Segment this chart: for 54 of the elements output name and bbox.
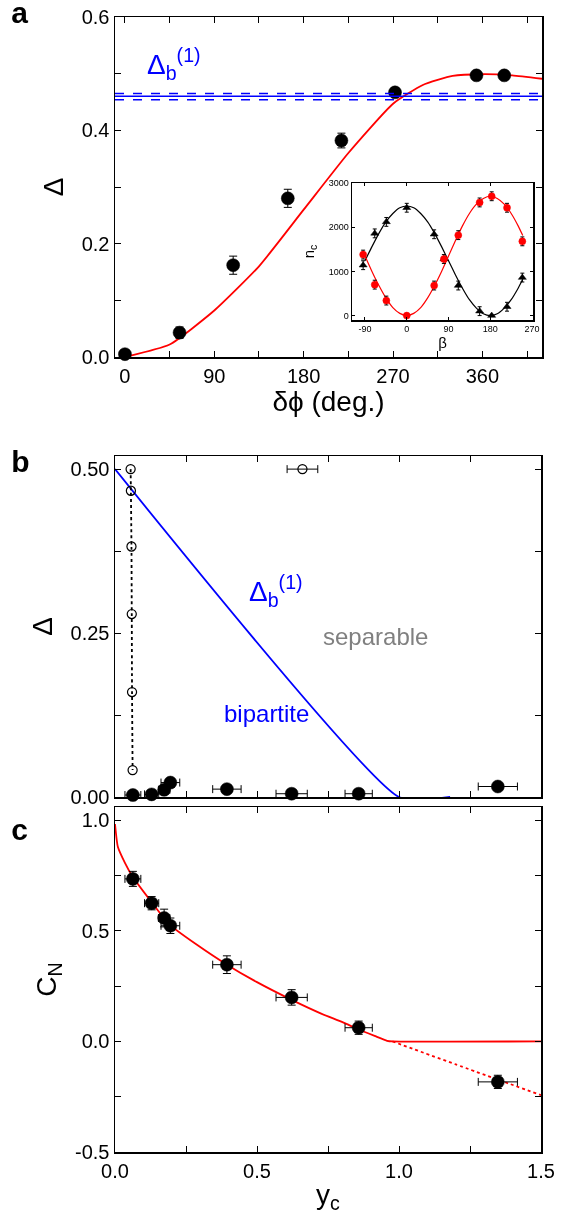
y-tick-label: 0.4 [81,119,110,142]
y-axis-title: Δ [26,617,58,636]
x-tick-label: 270 [524,324,540,335]
point [125,463,136,475]
annotation: bipartite [224,700,310,727]
y-tick-label: 0.25 [70,622,110,645]
point [469,68,484,83]
x-tick-label: 360 [465,364,500,387]
point [491,779,505,794]
y-tick-label: 0.5 [81,919,110,942]
y-tick-label: 0.0 [81,1030,110,1053]
point [127,764,138,776]
point [497,68,512,83]
x-axis-title: δϕ (deg.) [272,386,385,418]
x-axis-title: y$_{c}$ [316,1179,341,1215]
x-tick-label: 180 [286,364,321,387]
y-tick-label: 2000 [328,222,349,233]
x-tick-label: 90 [203,364,226,387]
y-tick-label: 0.00 [70,786,110,808]
y-tick-label: 0.50 [70,458,110,481]
point [297,463,308,475]
y-tick-label: 1.0 [81,809,110,832]
x-tick-label: -90 [358,324,372,335]
x-tick-label: 90 [443,324,454,335]
y-tick-label: 0 [343,310,349,321]
x-tick-label: 0.5 [243,1159,271,1182]
y-tick-label: 3000 [328,178,349,189]
point [125,485,137,496]
x-axis-title: β [438,334,448,352]
point [220,782,234,796]
y-tick-label: 0.0 [81,346,110,368]
y-tick-label: 0.6 [81,6,110,28]
chart-title: c [11,812,28,846]
point [403,311,411,320]
y-tick-label: 0.2 [81,232,110,255]
annotation: separable [323,623,429,650]
point [126,541,137,552]
x-tick-label: 1.5 [527,1159,555,1182]
x-tick-label: 0 [404,324,410,335]
x-tick-label: 270 [376,364,410,387]
x-tick-label: 1.0 [385,1159,413,1182]
point [284,786,299,801]
point [118,347,132,361]
point [351,786,366,801]
chart-title: b [11,445,30,479]
chart-title: a [11,0,29,30]
x-tick-label: 0 [119,364,131,387]
y-tick-label: 1000 [328,266,349,277]
point [126,788,140,802]
y-axis-title: Δ [37,177,69,197]
x-tick-label: 180 [482,324,498,335]
point [487,311,496,318]
point [126,608,137,620]
point [126,686,138,698]
